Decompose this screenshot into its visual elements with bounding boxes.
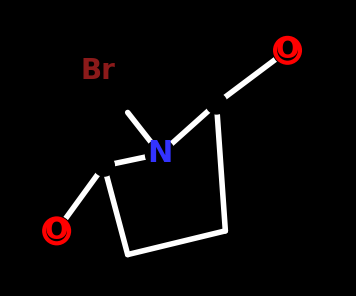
Text: O: O: [45, 217, 68, 245]
Circle shape: [146, 139, 175, 169]
Text: Br: Br: [81, 57, 115, 85]
Text: O: O: [276, 36, 299, 64]
Circle shape: [206, 93, 227, 114]
Circle shape: [94, 155, 114, 176]
Circle shape: [42, 216, 72, 246]
Circle shape: [273, 36, 302, 65]
Text: N: N: [147, 139, 173, 168]
